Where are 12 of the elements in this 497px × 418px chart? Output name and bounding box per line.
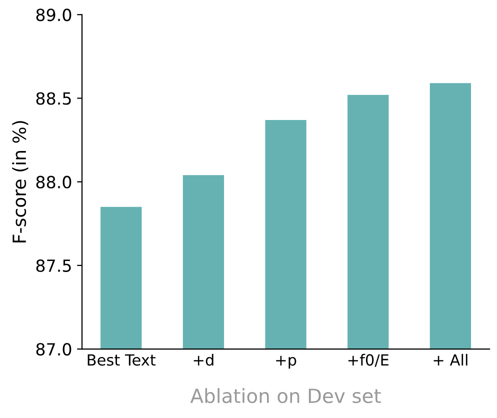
y-tick-label: 89.0 xyxy=(36,8,72,22)
x-tick-label: +f0/E xyxy=(348,354,388,367)
x-tick-label: +d xyxy=(194,354,214,366)
y-tick-label: 87.0 xyxy=(36,342,72,356)
y-tick-label: 88.0 xyxy=(36,176,72,188)
y-tick-label: 87.5 xyxy=(36,259,71,272)
x-tick-label: Best Text xyxy=(88,354,156,366)
x-axis-title: Ablation on Dev set xyxy=(190,388,381,404)
x-tick-label: + All xyxy=(434,354,468,366)
y-tick-label: 88.5 xyxy=(36,92,71,105)
x-tick-label: +p xyxy=(276,356,296,369)
y-axis-title: F-score (in %) xyxy=(12,121,28,242)
